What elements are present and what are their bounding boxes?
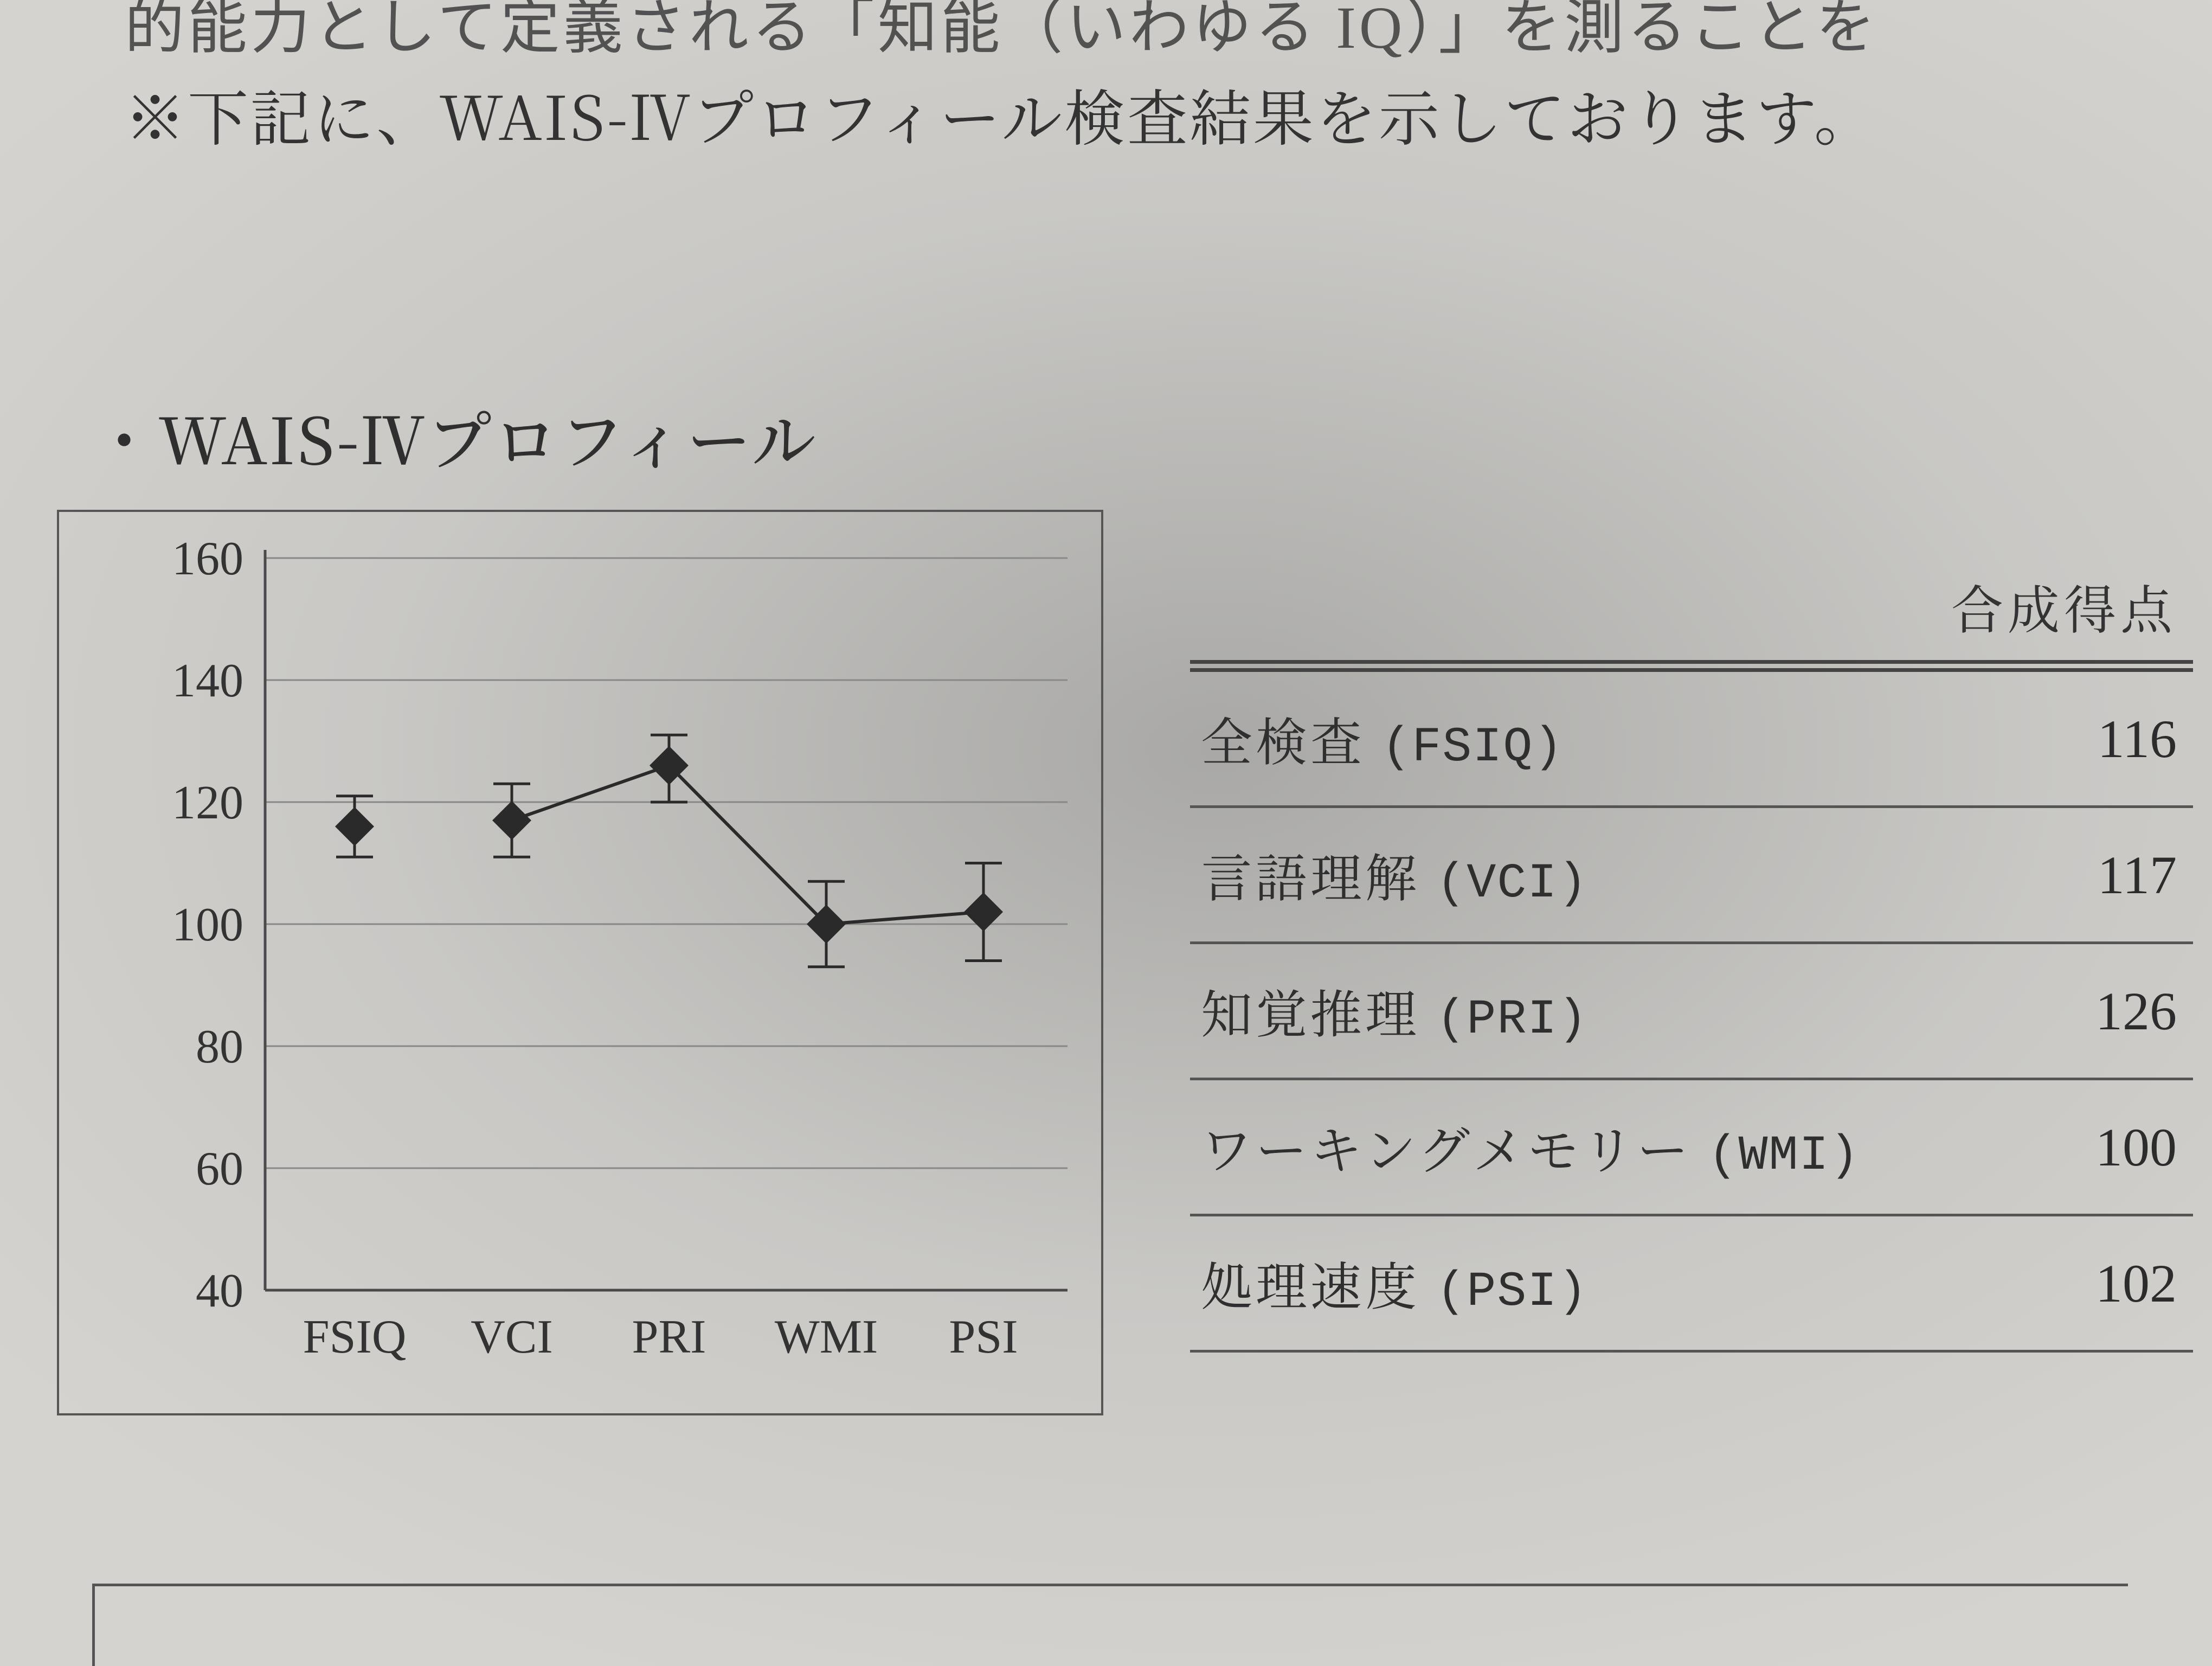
score-row-value: 117 <box>2098 844 2177 906</box>
intro-text: ※下記に、WAIS-Ⅳプロフィール検査結果を示しております。 <box>125 71 1877 158</box>
score-row-label: 処理速度 (PSI) <box>1201 1246 1588 1320</box>
profile-chart: 40 60 80 100 120 140 160 FSIQ VCI PRI WMI PSI <box>57 510 1103 1415</box>
score-table-header: 合成得点 <box>1190 569 2193 660</box>
bottom-cutoff-box <box>92 1584 2128 1666</box>
score-row-label: ワーキングメモリー (WMI) <box>1201 1110 1860 1184</box>
svg-text:60: 60 <box>196 1143 243 1195</box>
score-row-label: 言語理解 (VCI) <box>1201 838 1588 912</box>
score-row-value: 116 <box>2098 708 2177 770</box>
svg-text:120: 120 <box>172 777 243 829</box>
svg-text:PSI: PSI <box>949 1311 1018 1363</box>
score-row-value: 102 <box>2095 1252 2177 1315</box>
svg-text:100: 100 <box>172 899 243 951</box>
top-cutoff-text: 的能力として定義される「知能（いわゆる IQ）」を測ることを <box>125 0 1879 65</box>
score-row: 知覚推理 (PRI) 126 <box>1190 944 2193 1080</box>
score-row: 全検査 (FSIQ) 116 <box>1190 672 2193 808</box>
section-heading: ・WAIS-Ⅳプロフィール <box>92 390 818 483</box>
svg-text:80: 80 <box>196 1021 243 1073</box>
score-row: ワーキングメモリー (WMI) 100 <box>1190 1080 2193 1216</box>
score-row-label: 全検査 (FSIQ) <box>1201 702 1564 776</box>
score-row-label: 知覚推理 (PRI) <box>1201 974 1588 1048</box>
svg-text:WMI: WMI <box>775 1311 878 1363</box>
score-row-value: 126 <box>2095 980 2177 1042</box>
score-row: 言語理解 (VCI) 117 <box>1190 808 2193 944</box>
svg-text:VCI: VCI <box>471 1311 553 1363</box>
svg-text:PRI: PRI <box>632 1311 706 1363</box>
score-row: 処理速度 (PSI) 102 <box>1190 1216 2193 1353</box>
svg-text:160: 160 <box>172 533 243 585</box>
score-table-double-rule <box>1190 660 2193 672</box>
svg-text:40: 40 <box>196 1265 243 1317</box>
svg-text:140: 140 <box>172 655 243 707</box>
score-row-value: 100 <box>2095 1116 2177 1178</box>
profile-chart-svg: 40 60 80 100 120 140 160 FSIQ VCI PRI WMI PSI <box>59 512 1101 1413</box>
page-root: 的能力として定義される「知能（いわゆる IQ）」を測ることを ※下記に、WAIS… <box>0 0 2212 1666</box>
score-table: 合成得点 全検査 (FSIQ) 116 言語理解 (VCI) 117 知覚推理 (PRI… <box>1190 569 2193 1353</box>
svg-text:FSIQ: FSIQ <box>303 1311 407 1363</box>
